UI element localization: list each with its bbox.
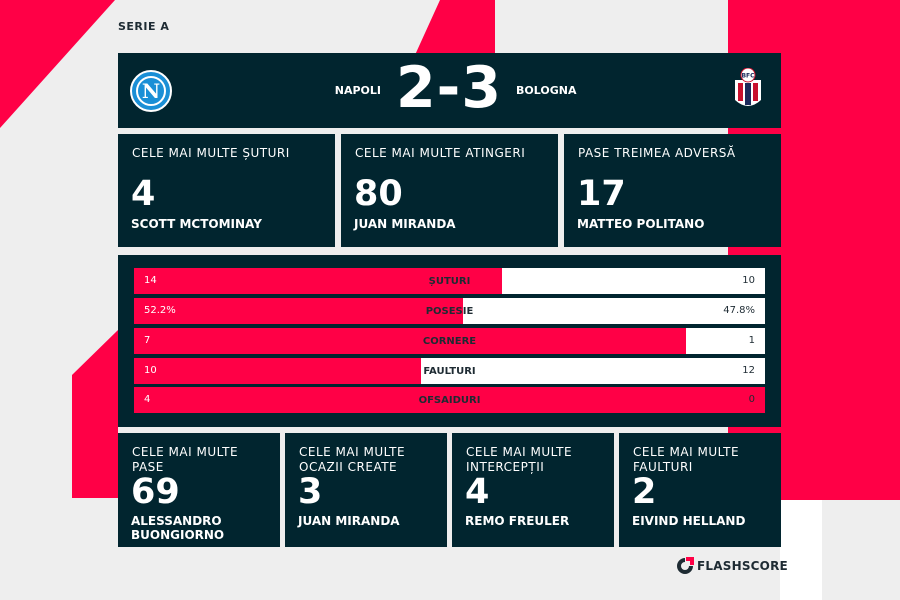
bologna-crest-icon: BFC (735, 68, 761, 106)
stat-card-label: CELE MAI MULTE OCAZII CREATE (299, 445, 406, 474)
league-name: SERIE A (118, 20, 170, 33)
stat-card-player: SCOTT MCTOMINAY (131, 217, 262, 231)
flashscore-logo-icon (677, 557, 694, 574)
stat-bar-home-fill (134, 358, 422, 384)
stat-home-value: 7 (144, 335, 151, 346)
home-team-name: NAPOLI (334, 84, 381, 97)
stat-row-possession: 52.2% POSESIE 47.8% (134, 298, 765, 324)
stat-card-player: ALESSANDRO BUONGIORNO (131, 514, 225, 542)
stat-name: OFSAIDURI (418, 395, 481, 406)
stat-home-value: 14 (144, 275, 157, 286)
stat-name: POSESIE (425, 306, 474, 317)
stat-card-value: 69 (131, 472, 180, 512)
stat-row-fouls: 10 FAULTURI 12 (134, 358, 765, 384)
stat-away-value: 1 (748, 335, 755, 346)
stat-card-value: 4 (465, 472, 490, 512)
stat-card-most-passes: CELE MAI MULTE PASE 69 ALESSANDRO BUONGI… (118, 433, 280, 547)
stat-card-most-chances: CELE MAI MULTE OCAZII CREATE 3 JUAN MIRA… (285, 433, 447, 547)
stat-card-player: REMO FREULER (465, 514, 570, 528)
stat-away-value: 10 (742, 275, 755, 286)
stat-away-value: 0 (748, 394, 755, 405)
stat-card-label: CELE MAI MULTE ATINGERI (355, 146, 526, 160)
stat-card-player: EIVIND HELLAND (632, 514, 746, 528)
stat-card-label: PASE TREIMEA ADVERSĂ (578, 146, 736, 160)
stat-home-value: 4 (144, 394, 151, 405)
stat-card-final-third-passes: PASE TREIMEA ADVERSĂ 17 MATTEO POLITANO (564, 134, 781, 247)
match-score: 2-3 (396, 55, 502, 121)
stat-card-value: 80 (354, 174, 403, 214)
stat-card-most-fouls: CELE MAI MULTE FAULTURI 2 EIVIND HELLAND (619, 433, 781, 547)
stat-row-corners: 7 CORNERE 1 (134, 328, 765, 354)
stat-card-label: CELE MAI MULTE INTERCEPȚII (466, 445, 573, 474)
stat-away-value: 12 (742, 365, 755, 376)
stat-card-most-shots: CELE MAI MULTE ȘUTURI 4 SCOTT MCTOMINAY (118, 134, 335, 247)
bologna-crest-text: BFC (741, 73, 755, 80)
stat-card-most-interceptions: CELE MAI MULTE INTERCEPȚII 4 REMO FREULE… (452, 433, 614, 547)
stat-card-player: JUAN MIRANDA (354, 217, 456, 231)
stat-card-value: 2 (632, 472, 657, 512)
napoli-crest-icon: N (130, 70, 172, 112)
stat-card-label: CELE MAI MULTE FAULTURI (633, 445, 740, 474)
stat-name: FAULTURI (423, 366, 476, 377)
stat-home-value: 52.2% (144, 305, 176, 316)
stat-name: ȘUTURI (428, 276, 471, 287)
stat-card-player: JUAN MIRANDA (298, 514, 400, 528)
flashscore-logo-text: FLASHSCORE (697, 559, 788, 573)
stat-bar-home-fill (134, 298, 464, 324)
stat-row-offsides: 4 OFSAIDURI 0 (134, 387, 765, 413)
stat-card-label: CELE MAI MULTE PASE (132, 445, 239, 474)
stat-card-value: 4 (131, 174, 156, 214)
stat-card-label: CELE MAI MULTE ȘUTURI (132, 146, 290, 160)
match-stats-panel: 14 ȘUTURI 10 52.2% POSESIE 47.8% 7 CORNE… (118, 255, 781, 427)
stat-away-value: 47.8% (723, 305, 755, 316)
stat-bar-home-fill (134, 268, 502, 294)
stat-card-most-touches: CELE MAI MULTE ATINGERI 80 JUAN MIRANDA (341, 134, 558, 247)
stat-card-player: MATTEO POLITANO (577, 217, 705, 231)
stat-card-value: 17 (577, 174, 626, 214)
stat-bar-home-fill (134, 387, 765, 413)
stat-card-value: 3 (298, 472, 323, 512)
away-team-name: BOLOGNA (516, 84, 577, 97)
stat-name: CORNERE (422, 336, 477, 347)
stat-row-shots: 14 ȘUTURI 10 (134, 268, 765, 294)
stat-home-value: 10 (144, 365, 157, 376)
napoli-crest-letter: N (142, 79, 160, 103)
stat-bar-home-fill (134, 328, 687, 354)
score-bar: N NAPOLI 2-3 BOLOGNA BFC (118, 53, 781, 128)
